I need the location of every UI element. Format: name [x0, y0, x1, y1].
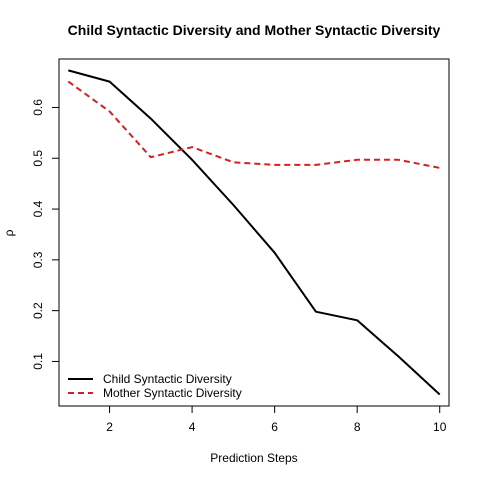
x-tick-label: 2 [106, 420, 113, 434]
legend-label-child: Child Syntactic Diversity [103, 372, 232, 386]
y-axis: 0.1 0.2 0.3 0.4 0.5 0.6 [31, 99, 59, 370]
y-tick-label: 0.6 [31, 99, 45, 116]
x-tick-label: 6 [271, 420, 278, 434]
x-axis-label: Prediction Steps [210, 451, 297, 465]
x-tick-label: 8 [354, 420, 361, 434]
x-tick-label: 10 [433, 420, 447, 434]
y-tick-label: 0.5 [31, 150, 45, 167]
series-layer [67, 69, 441, 396]
y-tick-label: 0.1 [31, 353, 45, 370]
y-axis-label: ρ [2, 229, 16, 236]
chart-title: Child Syntactic Diversity and Mother Syn… [68, 22, 441, 38]
x-axis: 2 4 6 8 10 [106, 406, 447, 434]
y-tick-label: 0.2 [31, 302, 45, 319]
y-tick-label: 0.4 [31, 200, 45, 217]
legend-label-mother: Mother Syntactic Diversity [103, 386, 242, 400]
plot-frame [58, 58, 450, 407]
series-line-child [68, 69, 441, 396]
legend: Child Syntactic Diversity Mother Syntact… [68, 372, 242, 400]
series-line-mother [67, 80, 440, 169]
y-tick-label: 0.3 [31, 251, 45, 268]
x-tick-label: 4 [189, 420, 196, 434]
